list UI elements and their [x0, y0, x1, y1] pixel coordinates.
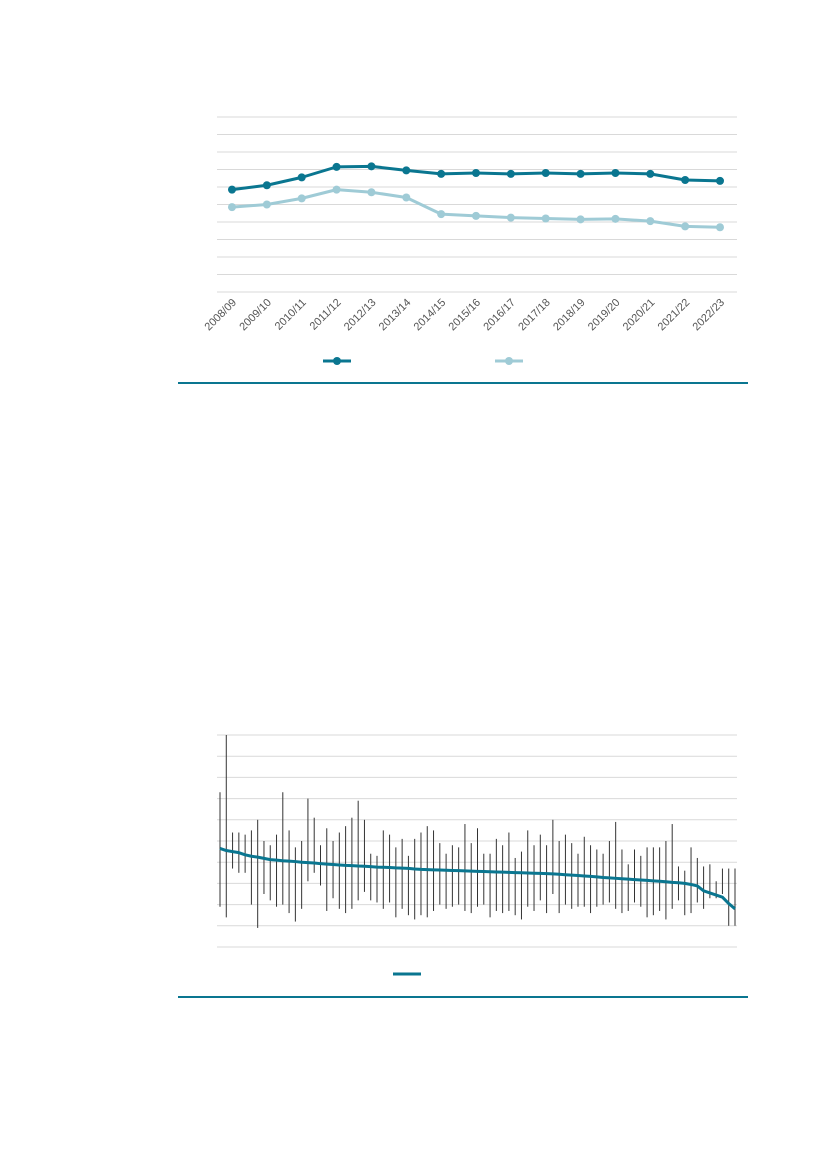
chart1-x-tick-label: 2009/10	[237, 297, 274, 334]
chart1-legend-marker-1	[333, 357, 341, 365]
chart1-series-1-point	[611, 169, 620, 177]
chart1-series-1-point	[402, 166, 411, 175]
chart1-series-1-point	[228, 185, 236, 194]
chart1-x-tick-label: 2011/12	[308, 297, 344, 333]
chart1-x-tick-label: 2016/17	[481, 297, 518, 334]
chart1-series-2-point	[681, 222, 690, 231]
chart1-series-2-point	[472, 211, 480, 220]
chart1-legend-marker-2	[505, 357, 513, 365]
chart1-x-tick-label: 2010/11	[273, 297, 309, 333]
chart1-x-tick-label: 2012/13	[342, 297, 379, 334]
chart-ranked-with-error-bars	[217, 734, 737, 976]
chart1-gridlines	[217, 116, 737, 293]
chart1-series-1-point	[541, 169, 550, 177]
chart1-x-tick-label: 2018/19	[551, 297, 588, 334]
chart1-series-2-point	[541, 214, 550, 223]
chart1-series-1-point	[332, 162, 341, 171]
chart1-x-tick-label: 2015/16	[447, 297, 484, 334]
chart1-series-2-point	[297, 194, 306, 203]
chart1-series-1-point	[472, 169, 480, 177]
chart-trend-by-year: 2008/092009/102010/112011/122012/132013/…	[203, 116, 737, 365]
chart1-series-2-point	[506, 213, 515, 222]
chart1-series-2-point	[228, 203, 236, 212]
chart1-x-tick-label: 2013/14	[377, 297, 414, 334]
chart1-x-tick-label: 2022/23	[691, 297, 728, 334]
chart1-series-2-point	[576, 215, 585, 224]
chart1-series-1-point	[297, 173, 306, 182]
chart1-series-2-point	[437, 210, 446, 219]
chart2-series-lines	[219, 846, 736, 910]
chart1-series-2-point	[332, 185, 341, 194]
chart1-series-2-point	[402, 193, 411, 202]
chart1-series-2-point	[716, 223, 724, 232]
chart1-series-1-point	[681, 176, 690, 184]
chart1-x-tick-labels: 2008/092009/102010/112011/122012/132013/…	[203, 297, 728, 334]
chart1-series-1-point	[576, 169, 585, 178]
chart1-series-1-point	[506, 169, 515, 178]
chart2-series-line	[219, 846, 736, 910]
chart1-series-2-point	[262, 200, 271, 209]
chart1-series-1-point	[716, 176, 724, 185]
chart1-series-markers	[228, 162, 724, 232]
chart1-series-2-point	[646, 217, 655, 226]
chart2-error-bars	[219, 735, 736, 928]
chart1-series-2-point	[611, 214, 620, 223]
chart1-series-2-point	[367, 188, 376, 197]
chart1-x-tick-label: 2021/22	[656, 297, 693, 334]
chart1-legend	[323, 357, 523, 365]
chart1-series-1-point	[367, 162, 376, 171]
chart1-x-tick-label: 2020/21	[621, 297, 658, 334]
chart1-x-tick-label: 2008/09	[203, 297, 240, 334]
chart1-series-1-point	[262, 181, 271, 190]
chart1-x-tick-label: 2014/15	[412, 297, 449, 334]
chart1-x-tick-label: 2017/18	[516, 297, 553, 334]
chart1-series-1-point	[646, 169, 655, 178]
chart1-series-1-point	[437, 169, 446, 178]
chart1-x-tick-label: 2019/20	[586, 297, 623, 334]
